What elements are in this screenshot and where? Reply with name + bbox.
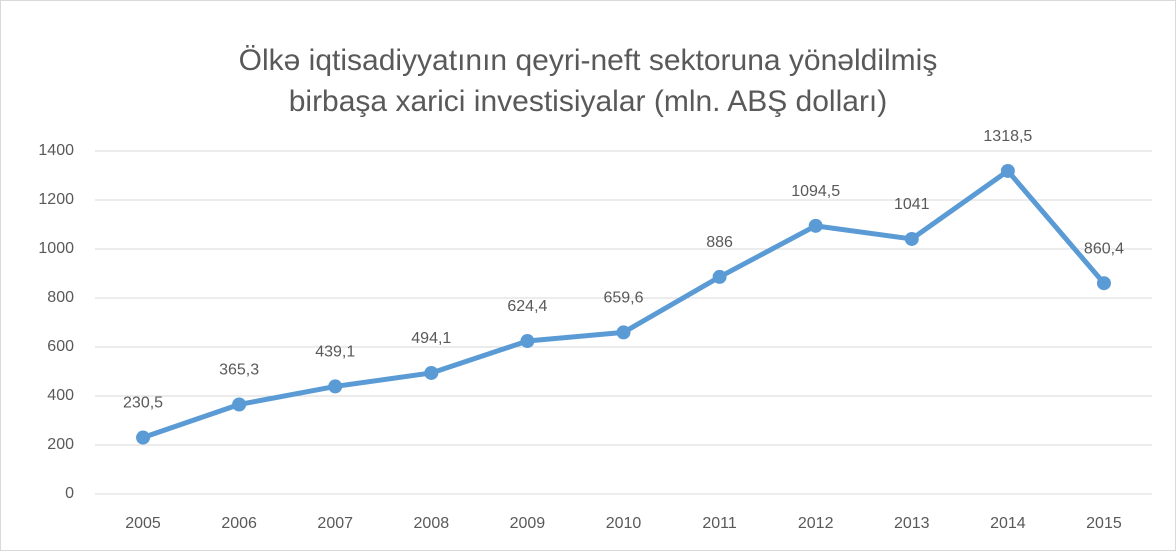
x-tick-label: 2008	[414, 515, 450, 532]
data-point	[712, 269, 727, 284]
data-label: 624,4	[507, 298, 547, 315]
chart-title: Ölkə iqtisadiyyatının qeyri-neft sektoru…	[239, 44, 938, 77]
y-tick-label: 800	[47, 289, 74, 306]
data-point	[520, 334, 535, 349]
y-tick-label: 1400	[38, 142, 74, 159]
y-tick-label: 600	[47, 338, 74, 355]
data-label: 494,1	[411, 330, 451, 347]
data-point	[1096, 276, 1111, 291]
chart-title: birbaşa xarici investisiyalar (mln. ABŞ …	[289, 85, 888, 118]
data-label: 365,3	[219, 362, 259, 379]
data-point	[1000, 163, 1015, 178]
x-tick-label: 2006	[221, 515, 257, 532]
y-tick-label: 1200	[38, 191, 74, 208]
data-label: 1318,5	[983, 128, 1032, 145]
data-label: 439,1	[315, 344, 355, 361]
data-label: 230,5	[123, 395, 163, 412]
data-label: 659,6	[603, 290, 643, 307]
y-tick-label: 0	[65, 485, 74, 502]
data-point	[904, 231, 919, 246]
data-label: 860,4	[1084, 240, 1124, 257]
y-tick-label: 200	[47, 436, 74, 453]
x-tick-label: 2015	[1086, 515, 1122, 532]
x-tick-label: 2007	[317, 515, 353, 532]
x-tick-label: 2012	[798, 515, 834, 532]
data-point	[616, 325, 631, 340]
data-point	[232, 397, 247, 412]
data-point	[328, 379, 343, 394]
x-tick-label: 2005	[125, 515, 161, 532]
x-tick-label: 2011	[702, 515, 737, 532]
x-tick-label: 2009	[510, 515, 546, 532]
data-label: 1041	[894, 196, 930, 213]
data-label: 1094,5	[791, 183, 840, 200]
data-point	[424, 365, 439, 380]
x-tick-label: 2014	[990, 515, 1026, 532]
data-point	[136, 430, 151, 445]
data-label: 886	[706, 234, 733, 251]
data-point	[808, 218, 823, 233]
x-tick-label: 2013	[894, 515, 930, 532]
y-tick-label: 1000	[38, 240, 74, 257]
y-tick-label: 400	[47, 387, 74, 404]
x-tick-label: 2010	[606, 515, 642, 532]
